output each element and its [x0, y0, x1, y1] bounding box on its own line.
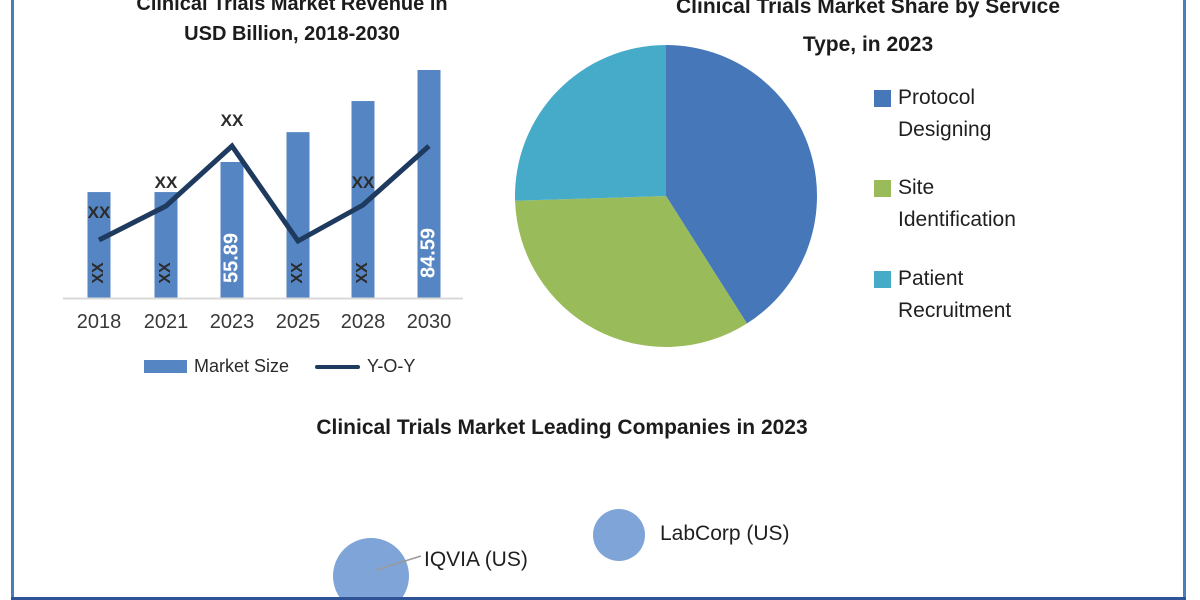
market-size-legend-label: Market Size: [194, 356, 290, 376]
market-size-swatch: [144, 360, 187, 373]
yoy-value-label-2023: XX: [220, 111, 244, 130]
x-axis-label-2030: 2030: [406, 311, 452, 333]
revenue-chart-legend: Market Size Y-O-Y: [144, 356, 415, 377]
bar-2018: [87, 192, 111, 299]
bar-2030: [417, 69, 441, 300]
revenue-chart-title-line2: USD Billion, 2018-2030: [184, 23, 400, 45]
patient-recruitment-swatch: [874, 271, 891, 288]
bar-2021: [154, 192, 178, 299]
share-chart-title-line1: Clinical Trials Market Share by Service: [675, 0, 1061, 18]
yoy-line-swatch: [315, 364, 361, 369]
companies-chart-title: Clinical Trials Market Leading Companies…: [316, 416, 808, 439]
bar-2028: [351, 101, 375, 299]
bar-value-label-2021: XX: [157, 262, 174, 284]
pie-slice-patient-recruitment: [515, 45, 666, 201]
legend-item-patient-recruitment: Patient Recruitment: [874, 263, 1011, 327]
patient-recruitment-label: Patient Recruitment: [898, 267, 1012, 322]
protocol-designing-label: Protocol Designing: [898, 86, 992, 141]
yoy-value-label-2028: XX: [351, 173, 375, 192]
site-identification-swatch: [874, 180, 891, 197]
bar-value-label-2030: 84.59: [417, 227, 440, 279]
legend-item-site-identification: Site Identification: [874, 172, 1016, 236]
yoy-line: [97, 142, 431, 245]
yoy-value-label-2021: XX: [154, 173, 178, 192]
site-identification-label: Site Identification: [898, 176, 1016, 231]
labcorp-bubble-label: LabCorp (US): [660, 522, 790, 545]
yoy-legend-label: Y-O-Y: [367, 356, 416, 376]
revenue-chart-title-line1: Clinical Trials Market Revenue in: [136, 0, 448, 15]
legend-item-protocol-designing: Protocol Designing: [874, 82, 991, 146]
frame-border-left: [11, 0, 14, 600]
bar-value-label-2023: 55.89: [220, 232, 243, 284]
bar-2025: [286, 132, 310, 299]
bar-2023: [220, 161, 244, 299]
frame-border-bottom: [11, 597, 1186, 600]
bubble-iqvia: [333, 538, 409, 600]
x-axis-label-2018: 2018: [76, 311, 122, 333]
pie-slice-site-identification: [515, 196, 747, 348]
x-axis-label-2023: 2023: [209, 311, 255, 333]
yoy-value-label-2018: XX: [87, 203, 111, 222]
bar-value-label-2028: XX: [354, 262, 371, 284]
pie-slice-protocol-designing: [666, 45, 818, 324]
bubble-labcorp: [593, 509, 645, 561]
frame-border-right: [1183, 0, 1186, 600]
iqvia-leader-line: [375, 555, 422, 571]
protocol-designing-swatch: [874, 90, 891, 107]
bar-value-label-2018: XX: [90, 262, 107, 284]
share-chart-title-line2: Type, in 2023: [802, 33, 934, 56]
x-axis-label-2025: 2025: [275, 311, 321, 333]
x-axis-label-2028: 2028: [340, 311, 386, 333]
iqvia-bubble-label: IQVIA (US): [424, 548, 528, 571]
x-axis-label-2021: 2021: [143, 311, 189, 333]
bar-value-label-2025: XX: [289, 262, 306, 284]
